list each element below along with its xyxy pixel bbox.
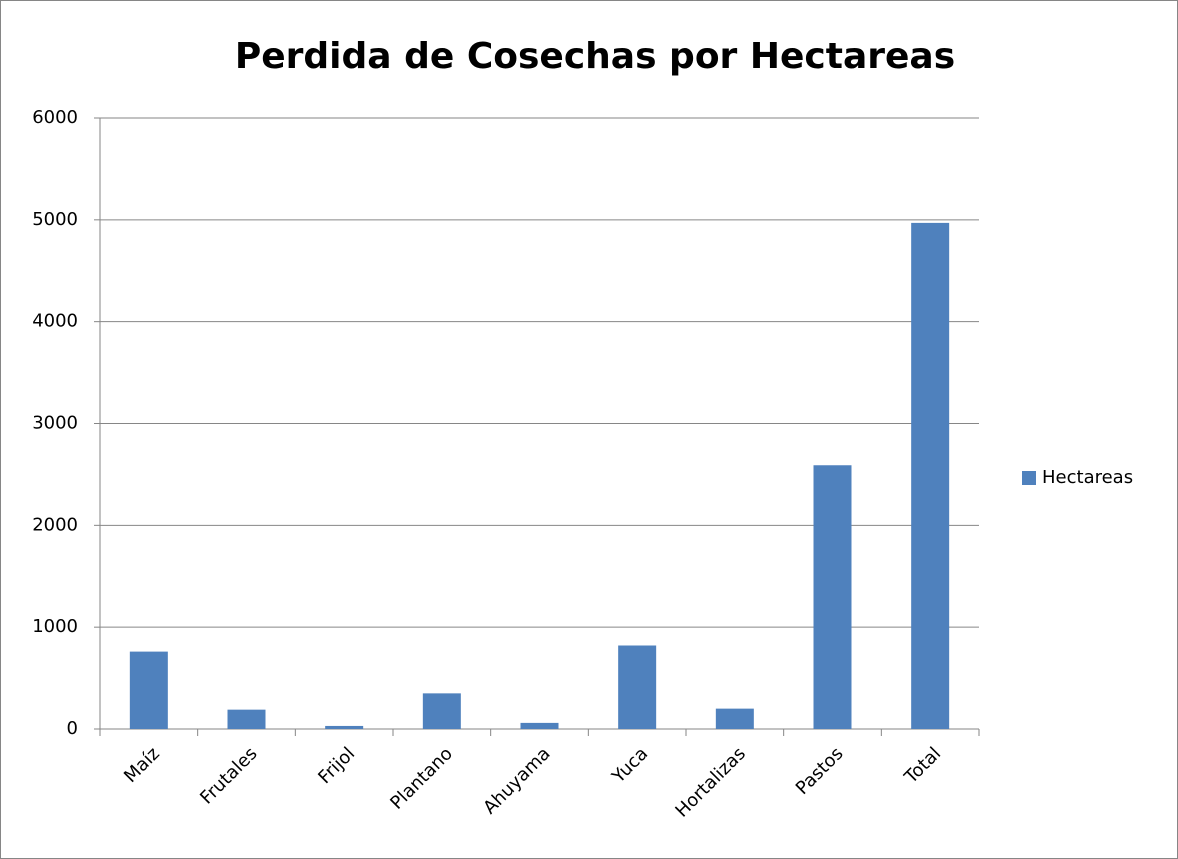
y-tick-label: 4000 [32,311,78,332]
y-tick-label: 2000 [32,514,78,535]
y-tick-label: 3000 [32,413,78,434]
chart-title: Perdida de Cosechas por Hectareas [235,36,955,77]
y-tick-label: 5000 [32,209,78,230]
bar [422,693,461,729]
legend-label: Hectareas [1042,467,1133,488]
y-tick-label: 6000 [32,107,78,128]
bar [520,722,559,729]
bar [325,725,364,729]
bar [715,708,754,729]
y-tick-label: 0 [67,718,78,739]
bar [618,645,657,729]
bar [227,709,266,729]
y-tick-label: 1000 [32,616,78,637]
bar [813,465,852,729]
bar [911,222,950,729]
legend-swatch [1022,471,1036,485]
bar [129,651,168,729]
